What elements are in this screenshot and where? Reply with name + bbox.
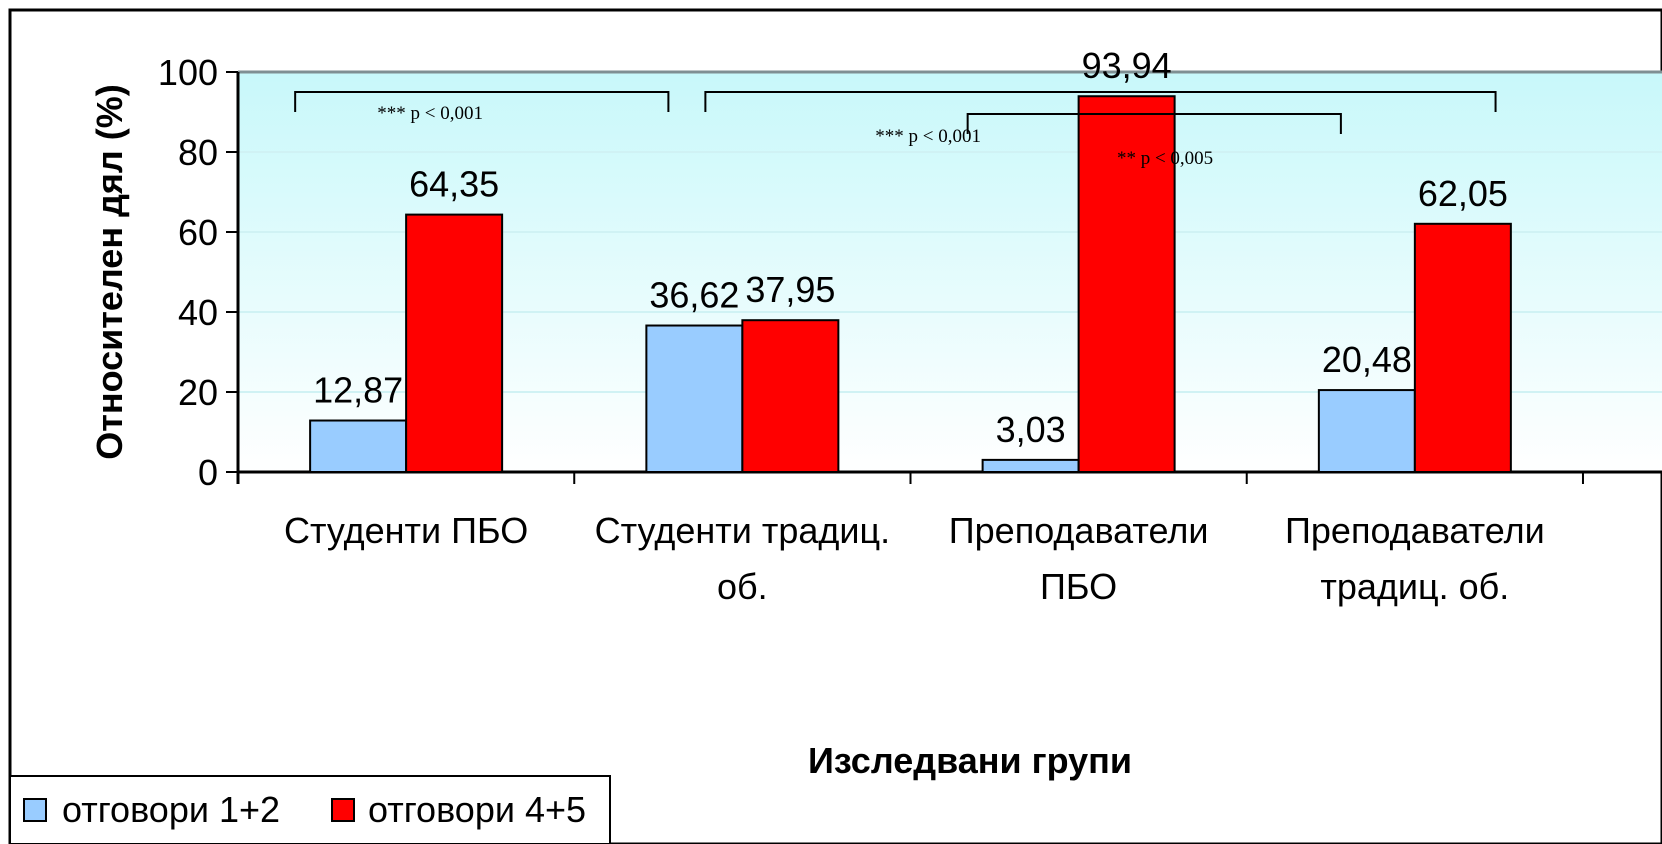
x-tick-label-line: традиц. об.	[1320, 566, 1509, 607]
x-tick-label: Студенти традиц. об.	[595, 510, 890, 607]
x-tick-label-line: Преподаватели	[1285, 510, 1545, 551]
bar-1-category-4	[1317, 389, 1416, 473]
significance-label: *** p < 0,001	[875, 126, 981, 147]
x-tick-label-line: Студенти ПБО	[284, 510, 528, 551]
legend-label-series-1: отговори 1+2	[62, 789, 280, 830]
data-label: 64,35	[409, 164, 499, 205]
legend-box	[9, 775, 611, 844]
category-labels: Студенти ПБО Студенти традиц. об. Преподава…	[284, 510, 1545, 607]
legend-label-series-2: отговори 4+5	[368, 789, 586, 830]
bar-2-category-1	[405, 213, 504, 473]
significance-bracket	[704, 91, 1497, 112]
bar-2-category-2	[741, 319, 840, 474]
y-tick-label: 40	[178, 292, 218, 333]
data-label: 37,95	[745, 269, 835, 310]
data-label: 62,05	[1418, 173, 1508, 214]
y-axis-title: Относителен дял (%)	[89, 84, 130, 460]
x-tick-label-line: Студенти традиц.	[595, 510, 890, 551]
x-tick-label-line: ПБО	[1040, 566, 1117, 607]
y-tick-label: 60	[178, 212, 218, 253]
x-tick-label: Преподаватели ПБО	[949, 510, 1209, 607]
x-tick-label-line: Преподаватели	[949, 510, 1209, 551]
axes: 0 20 40 60 80 100	[158, 52, 1662, 493]
data-label: 3,03	[996, 409, 1066, 450]
data-label: 20,48	[1322, 339, 1412, 380]
x-tick-label: Преподаватели традиц. об.	[1285, 510, 1545, 607]
legend-swatch-series-1	[23, 798, 47, 822]
bar-1-category-2	[645, 324, 744, 473]
x-axis-title: Изследвани групи	[808, 740, 1132, 781]
legend: отговори 1+2 отговори 4+5	[9, 775, 611, 844]
significance-label: *** p < 0,001	[377, 103, 483, 124]
data-label: 12,87	[313, 370, 403, 411]
y-tick-label: 0	[198, 452, 218, 493]
significance-annotations: *** p < 0,001 *** p < 0,001 ** p < 0,005	[294, 91, 1497, 169]
bar-2-category-4	[1413, 222, 1512, 473]
significance-bracket	[966, 113, 1342, 134]
y-tick-label: 100	[158, 52, 218, 93]
data-label: 36,62	[649, 275, 739, 316]
x-tick-label-line: об.	[717, 566, 768, 607]
x-tick-label: Студенти ПБО	[284, 510, 528, 551]
bars	[309, 95, 1512, 474]
y-tick-label: 20	[178, 372, 218, 413]
data-labels: 12,87 64,35 36,62 37,95 3,03 93,94 20,48 62,05	[313, 45, 1508, 450]
bar-1-category-1	[309, 419, 408, 473]
legend-swatch-series-2	[331, 798, 355, 822]
data-label: 93,94	[1082, 45, 1172, 86]
significance-label: ** p < 0,005	[1117, 148, 1213, 169]
bar-1-category-3	[981, 458, 1080, 474]
bar-2-category-3	[1077, 95, 1176, 474]
y-tick-label: 80	[178, 132, 218, 173]
significance-bracket	[294, 91, 670, 112]
